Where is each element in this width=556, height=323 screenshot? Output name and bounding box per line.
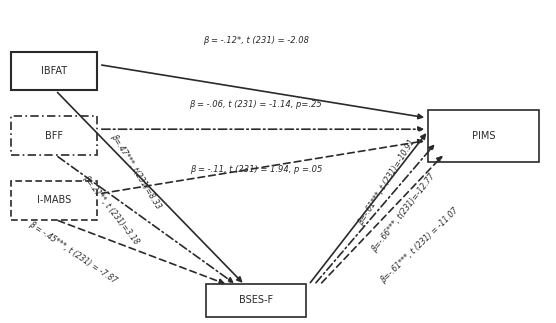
Bar (206, 284, 306, 317)
Text: β=.21**, t (231)=3.18: β=.21**, t (231)=3.18 (81, 173, 141, 246)
Bar (11, 181, 97, 220)
Text: β = -.11, t (231) = 1.94, p =.05: β = -.11, t (231) = 1.94, p =.05 (190, 165, 322, 174)
Text: β=.47***, t(231)=8.33: β=.47***, t(231)=8.33 (110, 132, 163, 210)
Text: β=-.66***, t(231)=-12.77: β=-.66***, t(231)=-12.77 (370, 172, 436, 254)
Text: IBFAT: IBFAT (41, 66, 67, 76)
Bar (11, 116, 97, 155)
Text: PIMS: PIMS (472, 131, 495, 141)
Text: I-MABS: I-MABS (37, 195, 71, 205)
Text: BSES-F: BSES-F (239, 296, 273, 305)
Bar (11, 52, 97, 90)
Text: β = -.45***, t (231) = -7.87: β = -.45***, t (231) = -7.87 (27, 219, 118, 285)
Text: BFF: BFF (45, 131, 63, 141)
Text: β = -.06, t (231) = -1.14, p=.25: β = -.06, t (231) = -1.14, p=.25 (190, 100, 322, 109)
Text: β=-.61***, t (231) = -11.07: β=-.61***, t (231) = -11.07 (379, 206, 460, 285)
Bar (428, 110, 539, 162)
Text: β=-.61***, t (231)=-10.91: β=-.61***, t (231)=-10.91 (356, 138, 416, 227)
Text: β = -.12*, t (231) = -2.08: β = -.12*, t (231) = -2.08 (203, 36, 309, 45)
